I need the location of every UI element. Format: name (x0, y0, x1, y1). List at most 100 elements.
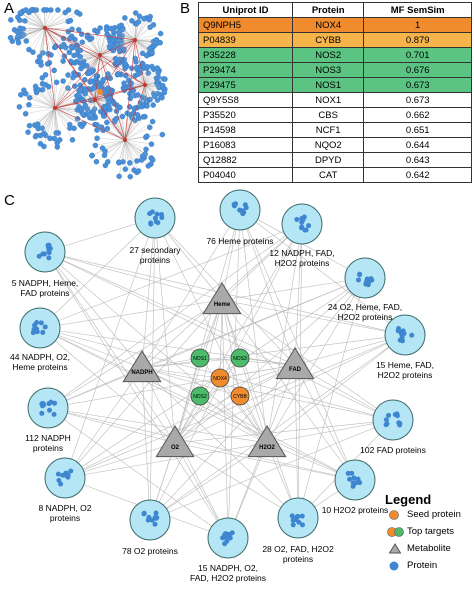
edge (144, 69, 154, 86)
protein-dot (149, 209, 155, 215)
target-protein: CYBB (230, 386, 250, 406)
protein-dot (17, 10, 24, 16)
target-circle (190, 386, 210, 406)
edge (221, 299, 299, 519)
edge (124, 121, 153, 141)
protein-dot (365, 282, 371, 288)
edge (29, 107, 56, 126)
protein-dot (117, 48, 123, 55)
protein-dot (150, 22, 157, 28)
edge (199, 364, 296, 397)
protein-dot (157, 39, 163, 46)
edge (54, 74, 77, 109)
legend-title: Legend (385, 492, 432, 507)
protein-dot (52, 400, 58, 406)
edge (99, 54, 104, 80)
protein-dot (100, 127, 106, 133)
protein-dot (82, 76, 88, 83)
metabolite: Heme (202, 282, 242, 315)
edge (130, 84, 146, 99)
edge (141, 367, 241, 397)
edge (144, 72, 159, 86)
edge (64, 367, 143, 479)
protein-dot (39, 75, 46, 81)
protein-dot (351, 475, 357, 481)
protein-dot (62, 472, 68, 478)
protein-dot (40, 251, 46, 257)
protein-dot (25, 129, 31, 135)
edge (71, 46, 101, 56)
group-label: 15 NADPH, O2, FAD, H2O2 proteins (189, 563, 267, 583)
protein-dot (159, 131, 166, 138)
edge (89, 54, 101, 74)
edge (54, 54, 101, 109)
protein-dot (74, 58, 80, 65)
protein-dot (126, 104, 133, 110)
edge (47, 277, 366, 409)
protein-dot (121, 80, 127, 86)
table-cell: NOX4 (291, 17, 365, 33)
edge (136, 67, 146, 86)
edge (39, 223, 303, 329)
edge (134, 39, 146, 86)
edge (124, 139, 138, 162)
edge (134, 39, 161, 43)
edge (24, 20, 46, 29)
protein-dot (18, 92, 24, 98)
edge (44, 9, 51, 29)
edge (94, 92, 112, 101)
table-cell: P04839 (198, 32, 293, 48)
edge (174, 209, 241, 444)
group-label: 8 NADPH, O2 proteins (38, 503, 92, 523)
protein-dot (154, 211, 160, 217)
edge (44, 27, 48, 64)
edge (104, 139, 126, 152)
table-cell: 0.701 (363, 47, 472, 63)
protein-dot (94, 29, 101, 35)
protein-dot (81, 120, 87, 127)
protein-dot (306, 223, 312, 229)
group-label: 5 NADPH, Heme, FAD proteins (11, 278, 79, 298)
protein-dot (90, 85, 97, 91)
table-cell: 0.643 (363, 152, 472, 168)
edge (54, 107, 78, 111)
target-circle (230, 386, 250, 406)
edge (80, 54, 101, 58)
edge (110, 28, 136, 41)
protein-dot (46, 407, 52, 413)
protein-dot (42, 81, 49, 88)
edge (64, 334, 406, 479)
edge (37, 107, 56, 129)
edge (44, 13, 80, 29)
target-label: NOX4 (213, 376, 227, 382)
edge (199, 395, 268, 444)
protein-dot (237, 207, 243, 213)
edge (39, 327, 296, 366)
table-cell: 0.651 (363, 122, 472, 138)
hub (143, 83, 147, 87)
edge (119, 107, 126, 141)
edge (39, 327, 176, 444)
column-header: Uniprot ID (198, 2, 293, 18)
table-header: Uniprot ID Protein MF SemSim (198, 2, 472, 18)
protein-dot (141, 15, 147, 22)
protein-dot (131, 105, 138, 112)
group-label: 102 FAD proteins (360, 445, 426, 455)
protein-dot (127, 95, 134, 102)
protein-dot (77, 54, 83, 60)
protein-dot (51, 67, 57, 74)
edge (44, 12, 66, 29)
edge (105, 109, 126, 141)
edge (221, 299, 406, 336)
protein-dot (14, 29, 21, 35)
edge (99, 39, 136, 56)
edge (239, 209, 356, 481)
legend-symbols (387, 510, 404, 571)
protein-dot (299, 522, 305, 528)
protein-dot (88, 35, 95, 41)
protein-dot (394, 411, 400, 417)
edge (44, 27, 52, 56)
edge (54, 84, 146, 109)
protein-dot (53, 79, 60, 86)
table-cell: 0.662 (363, 107, 472, 123)
